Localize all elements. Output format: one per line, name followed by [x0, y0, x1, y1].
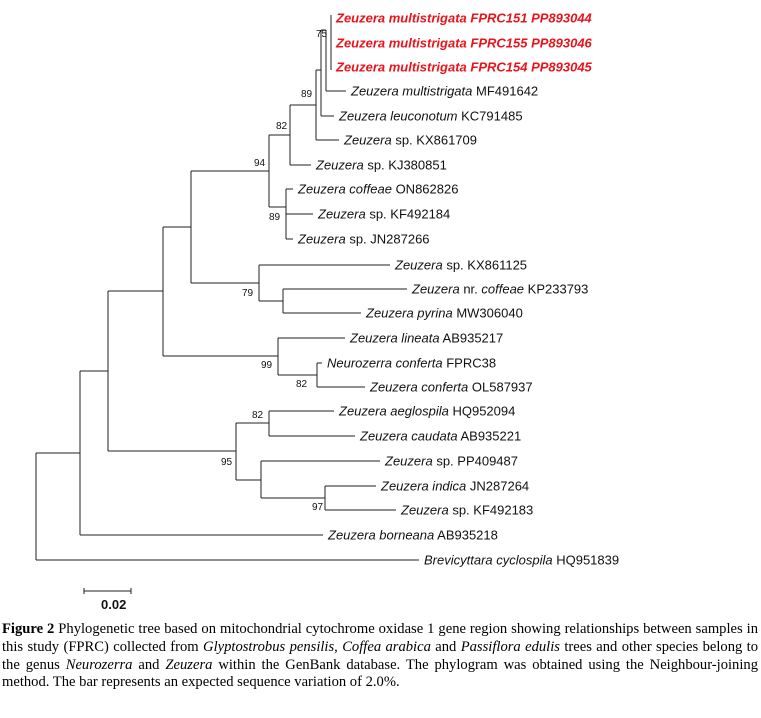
- bootstrap-value: 82: [296, 379, 308, 390]
- taxon-label-t20: Zeuzera indica JN287264: [380, 479, 529, 494]
- taxon-accession: JN287264: [466, 479, 529, 494]
- taxon-name: Zeuzera multistrigata: [350, 84, 472, 99]
- taxon-name: Zeuzera lineata: [349, 331, 440, 346]
- taxon-label-t18: Zeuzera caudata AB935221: [359, 429, 521, 444]
- taxon-accession: sp. KX861709: [392, 133, 477, 148]
- taxon-accession: KC791485: [458, 109, 523, 124]
- taxon-accession: sp. KF492183: [449, 503, 534, 518]
- taxon-label-t15: Neurozerra conferta FPRC38: [327, 356, 496, 371]
- caption-text-1: Phylogenetic tree based on mitochondrial…: [2, 621, 758, 655]
- taxon-name: Zeuzera multistrigata: [335, 36, 467, 51]
- bootstrap-value: 95: [221, 457, 233, 468]
- caption-sep-2: and: [430, 638, 461, 655]
- taxon-accession: FPRC151 PP893044: [467, 11, 593, 26]
- taxon-accession: sp. KJ380851: [364, 158, 447, 173]
- bootstrap-value: 99: [261, 360, 273, 371]
- bootstrap-value: 82: [252, 410, 264, 421]
- caption-species-coffea: Coffea arabica: [342, 638, 431, 655]
- taxon-accession: AB935221: [458, 429, 522, 444]
- taxon-name: Zeuzera indica: [380, 479, 466, 494]
- taxon-name: Zeuzera: [411, 282, 460, 297]
- taxon-name: Zeuzera: [400, 503, 449, 518]
- taxon-accession: OL587937: [468, 380, 532, 395]
- caption-text-3: within the GenBank database. The phylogr…: [2, 656, 758, 691]
- taxon-name: Zeuzera caudata: [359, 429, 458, 444]
- taxon-accession: nr.: [460, 282, 482, 297]
- taxon-accession: FPRC38: [443, 356, 496, 371]
- caption-genus-zeuzera: Zeuzera: [165, 656, 213, 673]
- taxon-name: Zeuzera: [343, 133, 392, 148]
- caption-text-2: trees and other species belong to the ge…: [2, 638, 759, 673]
- taxon-accession: AB935218: [434, 528, 498, 543]
- taxon-accession: FPRC155 PP893046: [467, 36, 593, 51]
- taxon-label-t13: Zeuzera pyrina MW306040: [365, 306, 523, 321]
- taxon-label-t8: Zeuzera coffeae ON862826: [297, 182, 458, 197]
- bootstrap-value: 75: [316, 29, 328, 40]
- taxon-accession: sp. JN287266: [346, 232, 430, 247]
- taxon-label-t22: Zeuzera borneana AB935218: [327, 528, 498, 543]
- taxon-label-t21: Zeuzera sp. KF492183: [400, 503, 533, 518]
- taxon-accession: MF491642: [472, 84, 538, 99]
- taxon-accession: HQ951839: [553, 553, 620, 568]
- taxon-name: Zeuzera coffeae: [297, 182, 392, 197]
- taxon-label-t2: Zeuzera multistrigata FPRC155 PP893046: [335, 36, 593, 51]
- taxon-name: Zeuzera: [317, 207, 366, 222]
- taxon-label-t19: Zeuzera sp. PP409487: [384, 454, 518, 469]
- taxon-name: Brevicyttara cyclospila: [424, 553, 553, 568]
- taxon-label-t4: Zeuzera multistrigata MF491642: [350, 84, 538, 99]
- taxon-name: Zeuzera pyrina: [365, 306, 453, 321]
- caption-sep-3: and: [132, 656, 166, 673]
- taxon-label-t5: Zeuzera leuconotum KC791485: [338, 109, 523, 124]
- taxon-label-t10: Zeuzera sp. JN287266: [297, 232, 430, 247]
- taxon-name: Zeuzera: [384, 454, 433, 469]
- taxon-accession: HQ952094: [449, 404, 516, 419]
- taxon-label-t16: Zeuzera conferta OL587937: [369, 380, 533, 395]
- taxon-accession: AB935217: [440, 331, 504, 346]
- bootstrap-value: 89: [301, 89, 313, 100]
- taxon-label-t3: Zeuzera multistrigata FPRC154 PP893045: [335, 60, 593, 75]
- taxon-name: Zeuzera conferta: [369, 380, 468, 395]
- taxon-accession: sp. KF492184: [366, 207, 451, 222]
- bootstrap-value: 97: [312, 502, 324, 513]
- bootstrap-value: 94: [254, 158, 266, 169]
- taxon-label-t14: Zeuzera lineata AB935217: [349, 331, 503, 346]
- taxon-label-t9: Zeuzera sp. KF492184: [317, 207, 450, 222]
- taxon-name: Zeuzera: [394, 258, 443, 273]
- taxon-name: Zeuzera aeglospila: [338, 404, 449, 419]
- taxon-accession: sp. PP409487: [433, 454, 518, 469]
- caption-species-glyptostrobus: Glyptostrobus pensilis: [203, 638, 335, 655]
- figure-label: Figure 2: [2, 621, 55, 637]
- phylogenetic-tree: Zeuzera multistrigata FPRC151 PP893044Ze…: [35, 11, 619, 612]
- taxon-label-t1: Zeuzera multistrigata FPRC151 PP893044: [335, 11, 593, 26]
- caption-genus-neurozerra: Neurozerra: [65, 656, 133, 673]
- figure-caption: Figure 2 Phylogenetic tree based on mito…: [2, 621, 758, 692]
- scale-bar-label: 0.02: [101, 597, 126, 612]
- caption-sep-1: ,: [334, 638, 343, 655]
- taxon-accession: MW306040: [453, 306, 523, 321]
- taxon-accession: FPRC154 PP893045: [467, 60, 593, 75]
- taxon-label-t17: Zeuzera aeglospila HQ952094: [338, 404, 515, 419]
- taxon-accession: sp. KX861125: [443, 258, 527, 273]
- taxon-name: Zeuzera: [315, 158, 364, 173]
- taxon-label-t12: Zeuzera nr. coffeae KP233793: [411, 282, 588, 297]
- taxon-name: Zeuzera leuconotum: [338, 109, 458, 124]
- caption-species-passiflora: Passiflora edulis: [460, 638, 560, 655]
- taxon-name: Zeuzera borneana: [327, 528, 434, 543]
- taxon-label-t11: Zeuzera sp. KX861125: [394, 258, 527, 273]
- taxon-label-t23: Brevicyttara cyclospila HQ951839: [424, 553, 619, 568]
- bootstrap-value: 82: [276, 121, 288, 132]
- taxon-name: Neurozerra conferta: [327, 356, 443, 371]
- taxon-accession: ON862826: [392, 182, 459, 197]
- taxon-name: Zeuzera multistrigata: [335, 11, 467, 26]
- taxon-label-t7: Zeuzera sp. KJ380851: [315, 158, 447, 173]
- bootstrap-value: 89: [269, 212, 281, 223]
- taxon-name: Zeuzera multistrigata: [335, 60, 467, 75]
- taxon-name: Zeuzera: [297, 232, 346, 247]
- taxon-label-t6: Zeuzera sp. KX861709: [343, 133, 477, 148]
- bootstrap-value: 79: [242, 288, 254, 299]
